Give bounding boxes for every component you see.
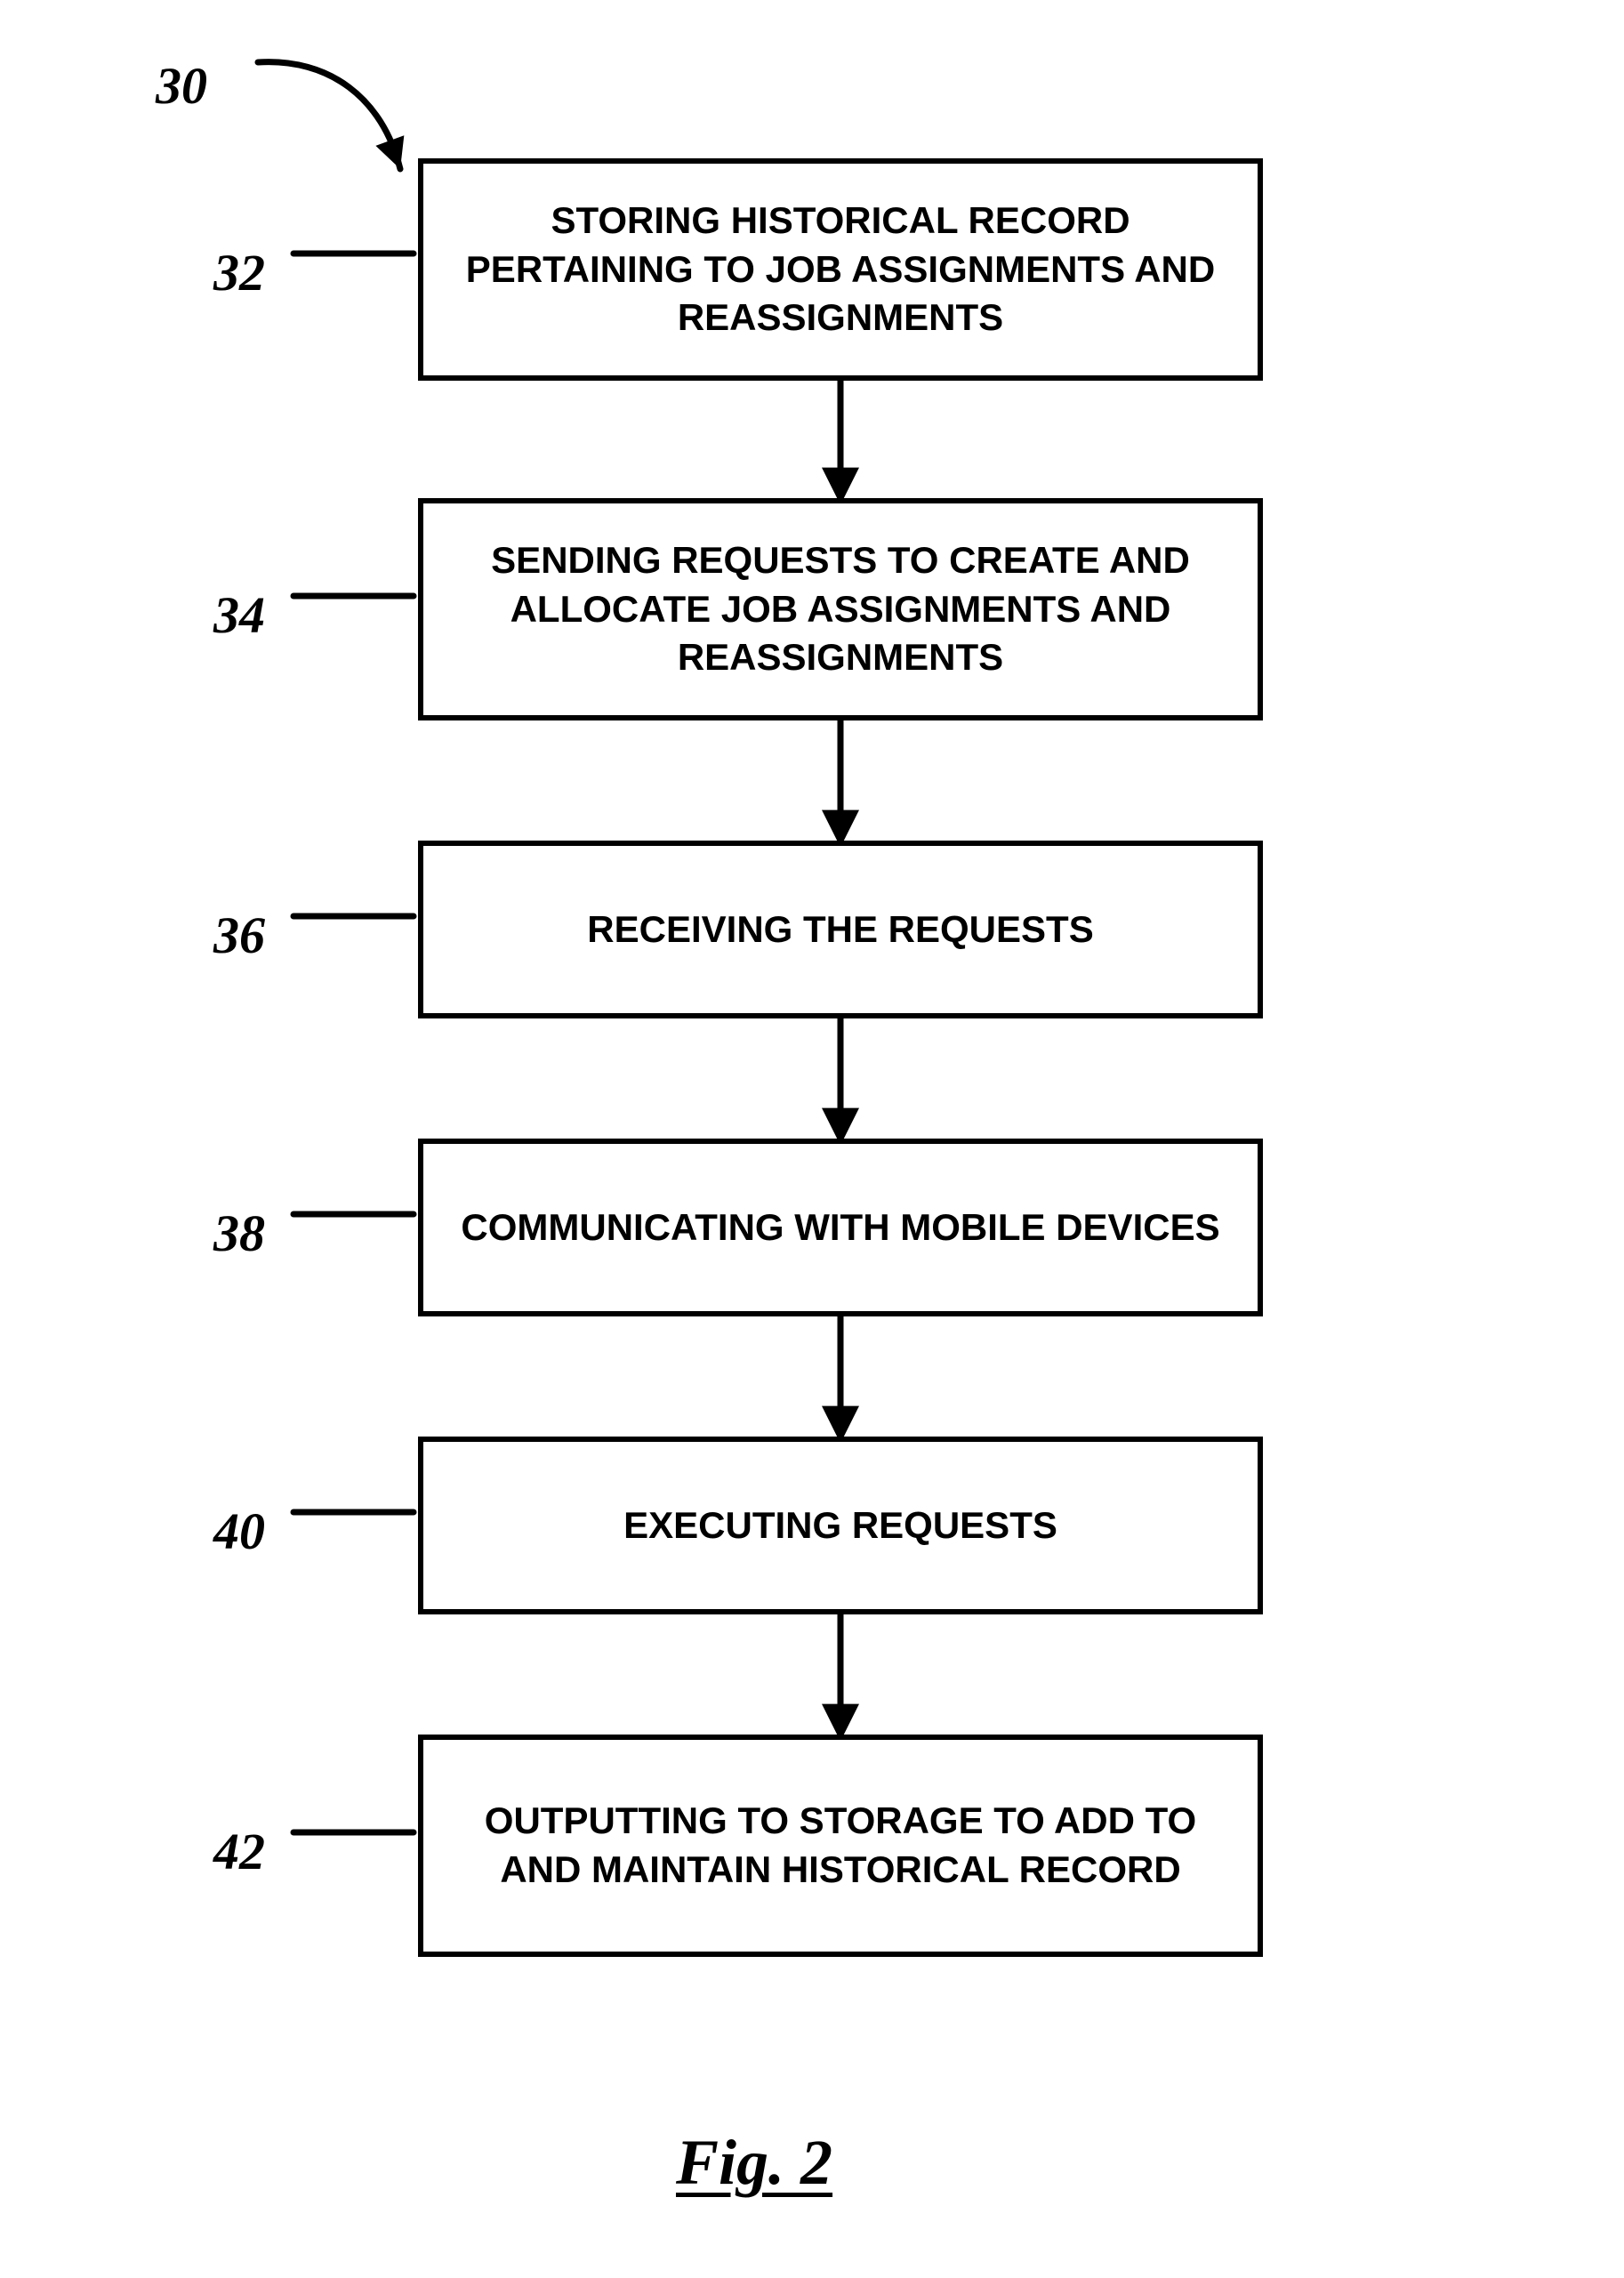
flow-step-32: STORING HISTORICAL RECORD PERTAINING TO …: [418, 158, 1263, 381]
ref-label-36: 36: [213, 906, 265, 965]
ref-label-42: 42: [213, 1822, 265, 1881]
ref-label-32: 32: [213, 243, 265, 302]
flow-step-40: EXECUTING REQUESTS: [418, 1437, 1263, 1614]
ref-label-30: 30: [156, 56, 207, 116]
flow-step-36: RECEIVING THE REQUESTS: [418, 841, 1263, 1018]
flow-step-34: SENDING REQUESTS TO CREATE AND ALLOCATE …: [418, 498, 1263, 720]
ref-label-38: 38: [213, 1203, 265, 1263]
flow-step-42: OUTPUTTING TO STORAGE TO ADD TO AND MAIN…: [418, 1735, 1263, 1957]
ref-label-34: 34: [213, 585, 265, 645]
flow-step-38: COMMUNICATING WITH MOBILE DEVICES: [418, 1139, 1263, 1316]
ref-label-40: 40: [213, 1501, 265, 1561]
figure-label: Fig. 2: [676, 2126, 832, 2200]
